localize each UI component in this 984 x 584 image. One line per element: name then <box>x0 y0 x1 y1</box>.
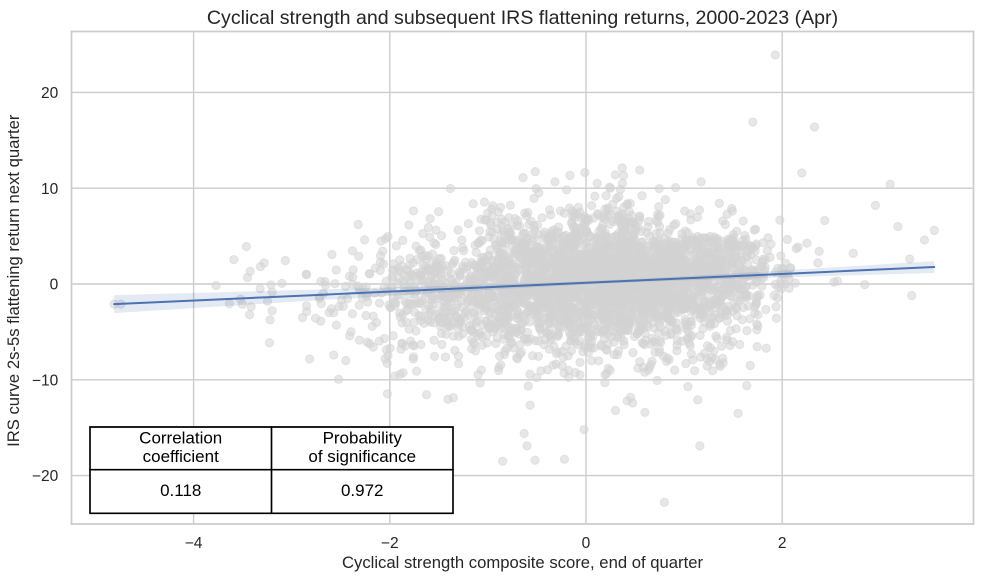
svg-text:−20: −20 <box>32 468 59 485</box>
svg-text:20: 20 <box>41 85 59 102</box>
svg-text:Correlation: Correlation <box>139 429 222 448</box>
svg-text:Cyclical strength composite sc: Cyclical strength composite score, end o… <box>342 553 704 572</box>
svg-text:IRS curve 2s-5s flattening ret: IRS curve 2s-5s flattening return next q… <box>4 114 23 447</box>
svg-text:−2: −2 <box>381 535 399 552</box>
svg-text:Cyclical strength and subseque: Cyclical strength and subsequent IRS fla… <box>207 7 838 29</box>
svg-text:−10: −10 <box>32 372 59 389</box>
svg-text:Probability: Probability <box>323 429 403 448</box>
svg-text:0.972: 0.972 <box>341 481 384 500</box>
svg-text:0: 0 <box>50 277 59 294</box>
svg-text:10: 10 <box>41 181 59 198</box>
svg-text:0: 0 <box>582 535 591 552</box>
svg-text:2: 2 <box>778 535 787 552</box>
svg-text:−4: −4 <box>185 535 203 552</box>
svg-text:coefficient: coefficient <box>143 447 219 466</box>
svg-text:of significance: of significance <box>308 447 416 466</box>
svg-text:0.118: 0.118 <box>160 481 201 500</box>
